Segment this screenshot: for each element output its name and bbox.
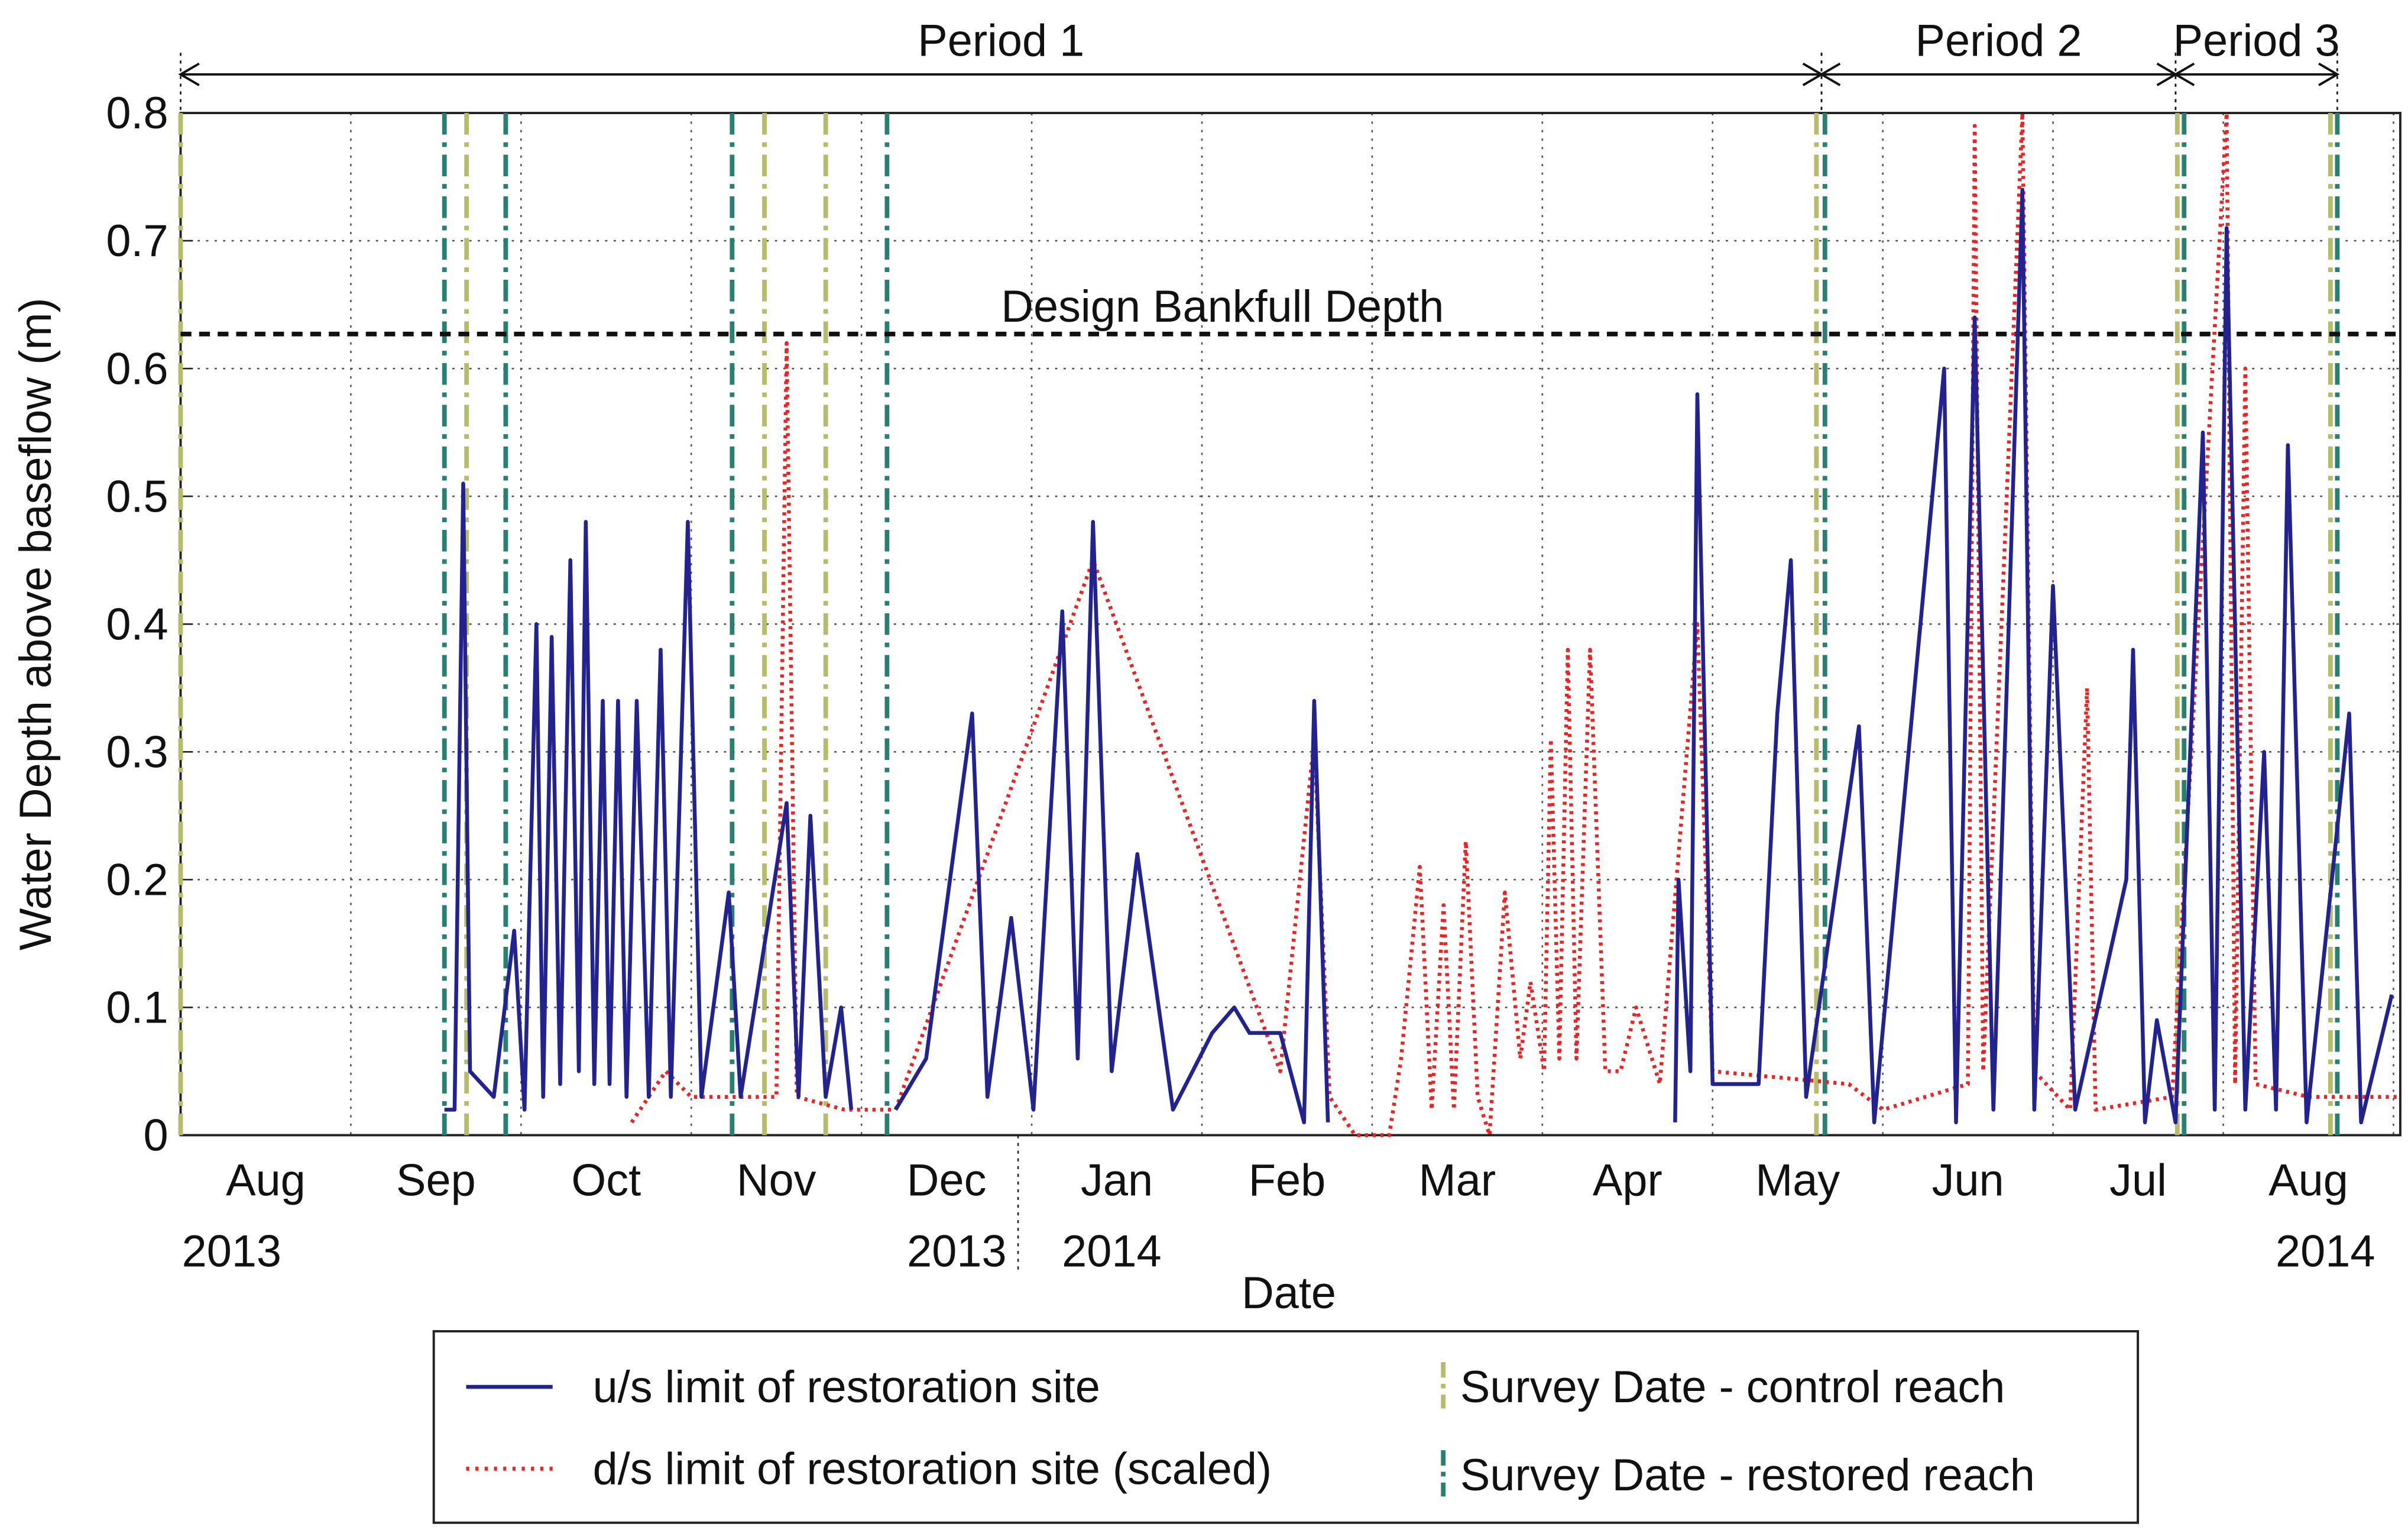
legend-label: u/s limit of restoration site: [593, 1362, 1100, 1412]
period-label: Period 2: [1915, 15, 2082, 66]
legend-label: Survey Date - restored reach: [1460, 1450, 2035, 1500]
year-label: 2013: [182, 1226, 281, 1276]
period-label: Period 1: [918, 15, 1084, 66]
x-tick-label: May: [1755, 1155, 1840, 1205]
x-tick-label: Jun: [1932, 1155, 2004, 1205]
x-tick-label: Oct: [571, 1155, 641, 1205]
y-tick-label: 0.1: [106, 983, 168, 1033]
legend-box: [432, 1330, 2140, 1524]
arrow-head: [2318, 62, 2340, 86]
x-tick-label: Jul: [2109, 1155, 2167, 1205]
x-tick-label: Aug: [226, 1155, 306, 1205]
x-axis-label: Date: [1242, 1268, 1336, 1318]
x-tick-label: Apr: [1593, 1155, 1662, 1205]
x-tick-label: Mar: [1419, 1155, 1496, 1205]
y-tick-label: 0: [143, 1111, 168, 1161]
legend-label: d/s limit of restoration site (scaled): [593, 1444, 1272, 1494]
y-tick-label: 0.6: [106, 344, 168, 394]
y-tick-label: 0.4: [106, 599, 168, 649]
y-axis-label: Water Depth above baseflow (m): [11, 297, 61, 950]
bankfull-label: Design Bankfull Depth: [1001, 282, 1444, 332]
x-tick-label: Feb: [1249, 1155, 1325, 1205]
x-tick-label: Dec: [907, 1155, 987, 1205]
y-tick-label: 0.5: [106, 471, 168, 522]
arrow-head: [178, 62, 200, 86]
y-tick-label: 0.8: [106, 88, 168, 138]
year-label: 2014: [1062, 1226, 1161, 1276]
x-tick-label: Aug: [2268, 1155, 2348, 1205]
x-tick-label: Jan: [1081, 1155, 1153, 1205]
y-tick-label: 0.3: [106, 727, 168, 777]
x-tick-label: Sep: [396, 1155, 476, 1205]
year-label: 2013: [907, 1226, 1006, 1276]
year-label: 2014: [2276, 1226, 2375, 1276]
y-tick-label: 0.2: [106, 855, 168, 905]
arrow-head: [1819, 62, 1841, 86]
arrow-head: [2173, 62, 2195, 86]
series-line: [444, 187, 2394, 1125]
legend-label: Survey Date - control reach: [1460, 1362, 2005, 1412]
y-tick-label: 0.7: [106, 216, 168, 266]
period-label: Period 3: [2173, 15, 2340, 66]
x-tick-label: Nov: [737, 1155, 816, 1205]
